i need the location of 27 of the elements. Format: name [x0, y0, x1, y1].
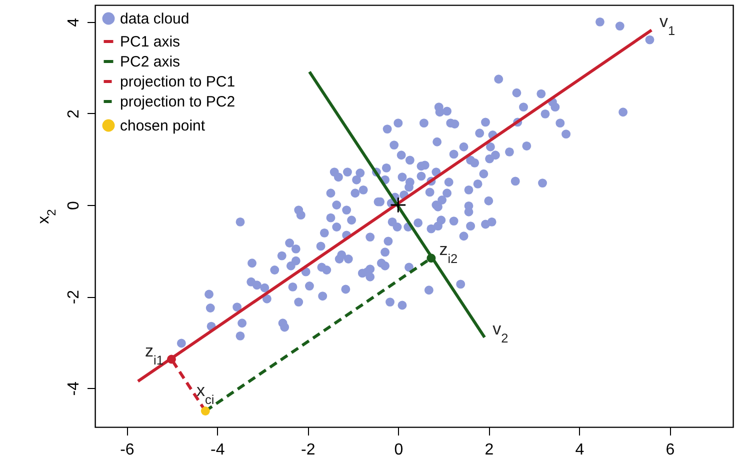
y-tick-label: -4	[66, 381, 82, 396]
annotation: x$_{ci}$	[196, 380, 214, 406]
y-tick-label: 0	[66, 200, 82, 210]
x-tick-label: 6	[666, 442, 675, 458]
y-tick-label: 4	[66, 18, 82, 27]
annotation: v$_{1}$	[660, 12, 676, 38]
point	[200, 406, 210, 416]
annotation: v$_{2}$	[492, 319, 508, 345]
legend-label: data cloud	[120, 10, 190, 28]
x-tick-label: 2	[484, 442, 494, 458]
x-tick-label: 0	[394, 442, 404, 458]
point	[167, 354, 176, 364]
legend-label: PC1 axis	[120, 34, 180, 50]
legend-label: projection to PC2	[120, 94, 236, 110]
legend-label: chosen point	[120, 118, 206, 134]
annotation: z$_{i1}$	[145, 341, 164, 367]
x-tick-label: 4	[575, 442, 584, 458]
legend-label: PC2 axis	[120, 54, 180, 70]
x-tick-label: -6	[120, 442, 134, 458]
legend-label: projection to PC1	[120, 74, 236, 90]
x-tick-label: -2	[301, 442, 316, 458]
point	[390, 196, 406, 214]
annotation: z$_{i2}$	[439, 240, 458, 266]
y-tick-label: -2	[66, 290, 82, 304]
point	[426, 254, 436, 263]
y-tick-label: 2	[66, 109, 82, 118]
x-tick-label: -4	[210, 442, 225, 458]
